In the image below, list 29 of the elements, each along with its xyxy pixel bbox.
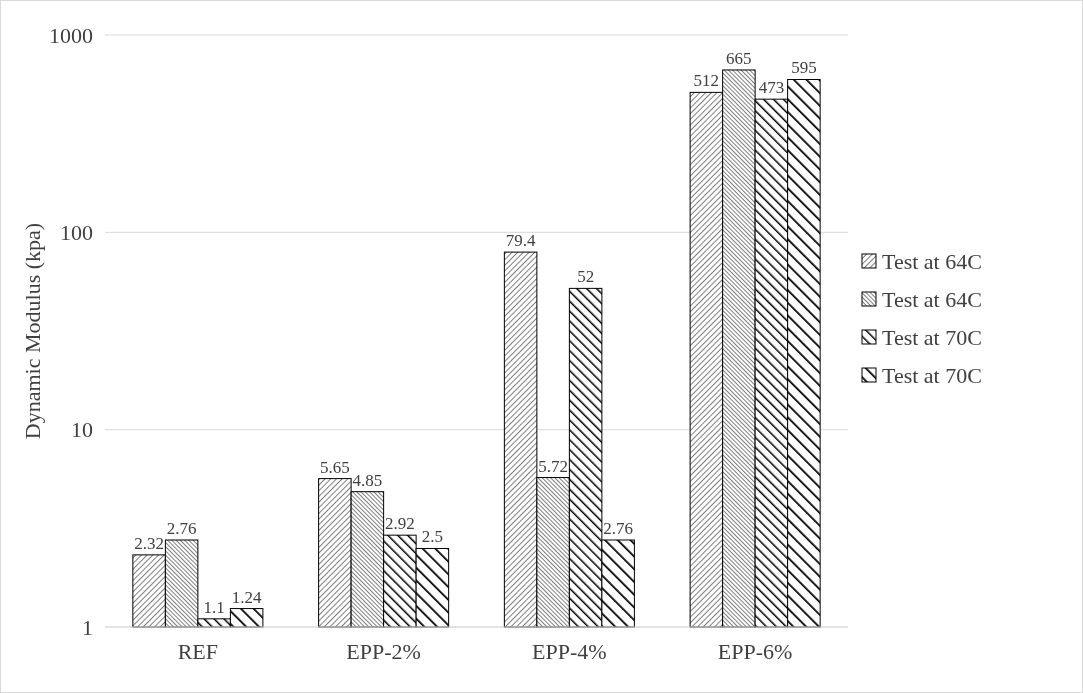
data-label: 1.1: [203, 597, 225, 617]
legend-label: Test at 64C: [882, 286, 982, 312]
legend-label: Test at 70C: [882, 362, 982, 388]
data-label: 79.4: [505, 231, 536, 251]
data-label: 2.76: [166, 518, 197, 538]
data-label: 2.32: [134, 533, 164, 553]
data-label: 2.76: [603, 518, 634, 538]
data-label: 5.65: [319, 457, 350, 477]
x-tick-label: REF: [177, 639, 219, 664]
data-label: 595: [791, 58, 817, 78]
y-tick-label: 100: [60, 220, 93, 246]
x-tick-label: EPP-6%: [717, 639, 793, 664]
data-label: 1.24: [231, 587, 263, 607]
legend-label: Test at 64C: [882, 248, 982, 274]
data-label: 2.5: [421, 527, 444, 547]
y-tick-label: 1: [82, 614, 93, 640]
x-tick-label: EPP-2%: [346, 639, 421, 664]
data-label: 2.92: [385, 514, 415, 534]
data-label: 473: [758, 78, 785, 98]
y-tick-label: 10: [71, 417, 93, 443]
x-tick-label: EPP-4%: [532, 639, 607, 664]
data-label: 4.85: [352, 470, 383, 490]
y-axis-title: Dynamic Modulus (kpa): [20, 222, 45, 440]
data-label: 512: [693, 71, 720, 91]
data-label: 665: [726, 48, 752, 68]
legend-label: Test at 70C: [882, 324, 982, 350]
data-label: 52: [577, 267, 595, 287]
data-label: 5.72: [538, 456, 568, 476]
y-tick-label: 1000: [49, 22, 93, 48]
